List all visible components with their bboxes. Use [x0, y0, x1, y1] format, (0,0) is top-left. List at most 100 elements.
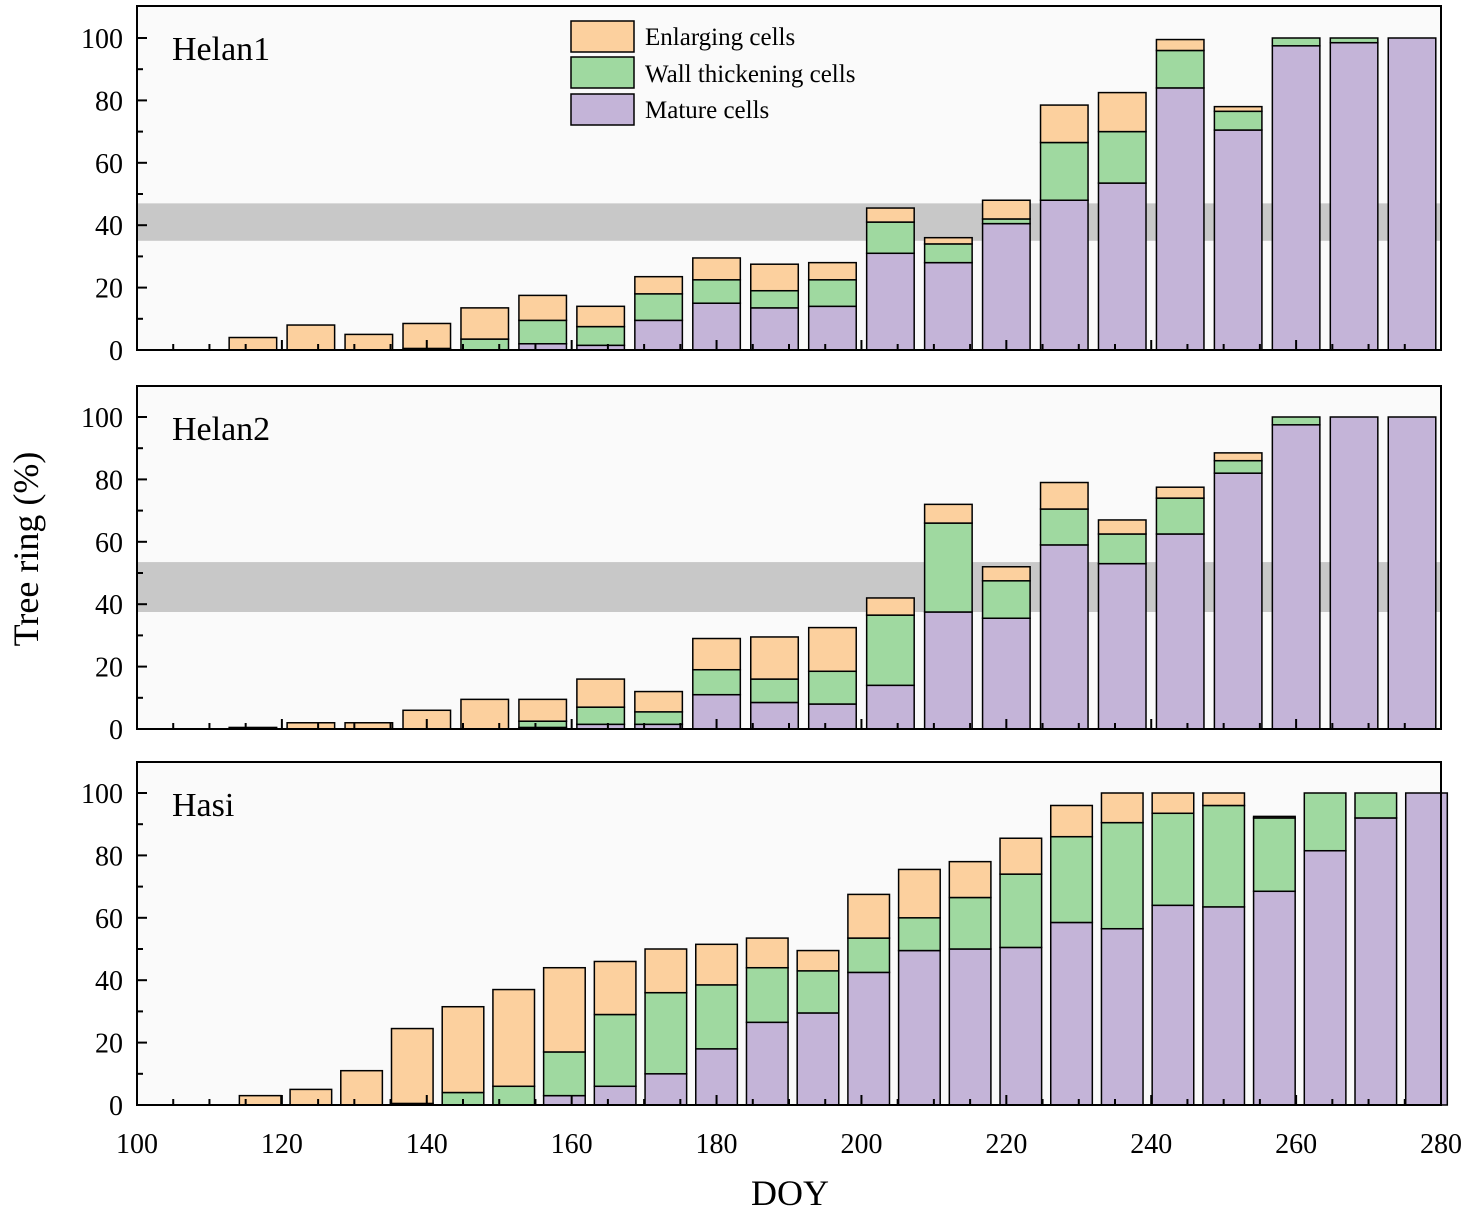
bar-enlarging — [847, 893, 891, 939]
bar-enlarging — [1039, 481, 1089, 510]
bar-mature — [923, 611, 973, 730]
bar-mature — [1303, 849, 1347, 1106]
bar-mature — [1155, 87, 1205, 351]
bar-thickening — [460, 338, 510, 351]
bar-mature — [796, 1012, 840, 1106]
bar-mature — [1097, 182, 1147, 351]
bar-mature — [1039, 199, 1089, 351]
bar-thickening — [796, 970, 840, 1014]
bar-mature — [1213, 129, 1263, 351]
bar-thickening — [634, 711, 684, 726]
bar-mature — [542, 1094, 586, 1106]
x-tick-label: 240 — [1130, 1129, 1172, 1160]
bar-thickening — [692, 279, 742, 304]
bar-enlarging — [897, 868, 941, 919]
bar-enlarging — [1252, 815, 1296, 819]
legend-swatch-mature — [570, 93, 635, 126]
panel-helan2: 0 20 40 60 80 100 Helan2 — [81, 385, 1442, 746]
bar-mature — [847, 971, 891, 1106]
bar-thickening — [576, 706, 626, 726]
x-tick-label: 180 — [696, 1129, 738, 1160]
panel-hasi: 0 20 40 60 80 100 Hasi 100 120 140 160 180 200 220 240… — [81, 761, 1462, 1160]
y-tick-label: 100 — [81, 24, 123, 55]
y-tick-label: 0 — [109, 715, 123, 746]
legend: Enlarging cells Wall thickening cells Ma… — [570, 20, 855, 126]
x-tick-label: 280 — [1420, 1129, 1462, 1160]
bar-enlarging — [1151, 792, 1195, 815]
bar-mature — [948, 948, 992, 1106]
y-tick-label: 40 — [95, 211, 123, 242]
y-tick-label: 60 — [95, 528, 123, 559]
bar-thickening — [1213, 459, 1263, 474]
bar-enlarging — [948, 860, 992, 899]
bar-enlarging — [441, 1005, 485, 1094]
bar-enlarging — [518, 294, 568, 322]
bar-thickening — [807, 279, 857, 308]
bar-enlarging — [390, 1027, 434, 1105]
bar-enlarging — [542, 966, 586, 1053]
bar-enlarging — [749, 263, 800, 292]
bar-enlarging — [745, 937, 789, 969]
bar-thickening — [1049, 835, 1094, 924]
bar-mature — [1387, 416, 1437, 730]
bar-thickening — [1329, 37, 1379, 44]
legend-label-thickening: Wall thickening cells — [645, 61, 855, 88]
bar-thickening — [1155, 49, 1205, 89]
bar-mature — [1097, 562, 1147, 730]
bar-enlarging — [981, 566, 1031, 582]
bar-enlarging — [1097, 91, 1147, 133]
y-tick-label: 80 — [95, 86, 123, 117]
bar-mature — [745, 1021, 789, 1106]
y-tick-label: 60 — [95, 904, 123, 935]
bar-thickening — [1303, 792, 1347, 852]
bar-thickening — [634, 293, 684, 322]
y-tick-label: 0 — [109, 336, 123, 367]
panel-helan1: 0 20 40 60 80 100 Helan1 — [81, 5, 1442, 367]
bar-thickening — [847, 937, 891, 974]
bar-mature — [1155, 533, 1205, 730]
bar-thickening — [749, 289, 800, 309]
y-tick-label: 60 — [95, 149, 123, 180]
bar-thickening — [1271, 416, 1321, 426]
bar-enlarging — [644, 948, 688, 994]
bar-thickening — [1155, 497, 1205, 535]
bar-enlarging — [1202, 792, 1246, 807]
y-tick-label: 20 — [95, 274, 123, 305]
y-tick-label: 20 — [95, 1029, 123, 1060]
bar-enlarging — [695, 943, 739, 986]
bar-thickening — [576, 325, 626, 347]
bar-enlarging — [923, 236, 973, 245]
panel-label: Helan2 — [172, 411, 270, 448]
y-tick-label: 80 — [95, 465, 123, 496]
bar-mature — [897, 949, 941, 1106]
bar-enlarging — [749, 636, 800, 680]
y-axis-title: Tree ring (%) — [6, 452, 46, 647]
bar-mature — [1049, 921, 1094, 1106]
bar-enlarging — [692, 637, 742, 671]
bar-mature — [1252, 890, 1296, 1106]
bar-enlarging — [1213, 452, 1263, 462]
bar-mature — [1202, 906, 1246, 1106]
bar-enlarging — [1213, 105, 1263, 113]
bar-thickening — [542, 1051, 586, 1097]
bar-mature — [1329, 416, 1379, 730]
bar-mature — [1271, 45, 1321, 351]
bar-thickening — [948, 896, 992, 950]
bar-thickening — [897, 917, 941, 952]
bar-enlarging — [807, 626, 857, 673]
bar-enlarging — [1100, 792, 1144, 824]
panels-layer: 0 20 40 60 80 100 Helan1 0 20 40 60 80 100 Helan2 0 20 4… — [81, 5, 1462, 1160]
bar-mature — [807, 305, 857, 351]
bar-mature — [749, 701, 800, 730]
bar-mature — [923, 261, 973, 351]
bar-thickening — [1252, 817, 1296, 893]
bar-thickening — [1213, 110, 1263, 131]
y-tick-label: 40 — [95, 966, 123, 997]
bar-enlarging — [1155, 38, 1205, 52]
bar-thickening — [1151, 812, 1195, 907]
bar-enlarging — [286, 324, 336, 351]
bar-mature — [1354, 817, 1398, 1106]
bar-mature — [865, 684, 915, 730]
bar-enlarging — [460, 698, 510, 730]
